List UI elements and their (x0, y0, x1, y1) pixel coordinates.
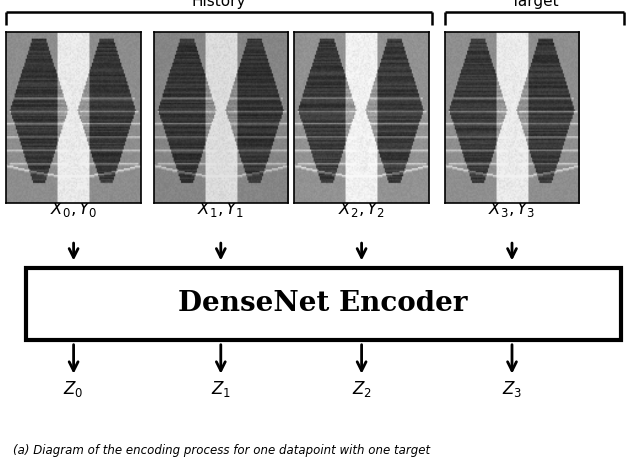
Text: $X_2, Y_2$: $X_2, Y_2$ (338, 200, 385, 219)
Text: History: History (192, 0, 246, 9)
Text: $X_3, Y_3$: $X_3, Y_3$ (488, 200, 536, 219)
Text: $Z_0$: $Z_0$ (63, 379, 84, 399)
Text: $X_0, Y_0$: $X_0, Y_0$ (50, 200, 97, 219)
Text: (a) Diagram of the encoding process for one datapoint with one target: (a) Diagram of the encoding process for … (13, 444, 430, 457)
Text: $Z_2$: $Z_2$ (351, 379, 372, 399)
Text: $Z_1$: $Z_1$ (211, 379, 231, 399)
Text: DenseNet Encoder: DenseNet Encoder (179, 290, 468, 317)
Text: $Z_3$: $Z_3$ (502, 379, 522, 399)
Text: $X_1, Y_1$: $X_1, Y_1$ (197, 200, 244, 219)
Text: Target: Target (511, 0, 558, 9)
Bar (26, 268, 621, 340)
